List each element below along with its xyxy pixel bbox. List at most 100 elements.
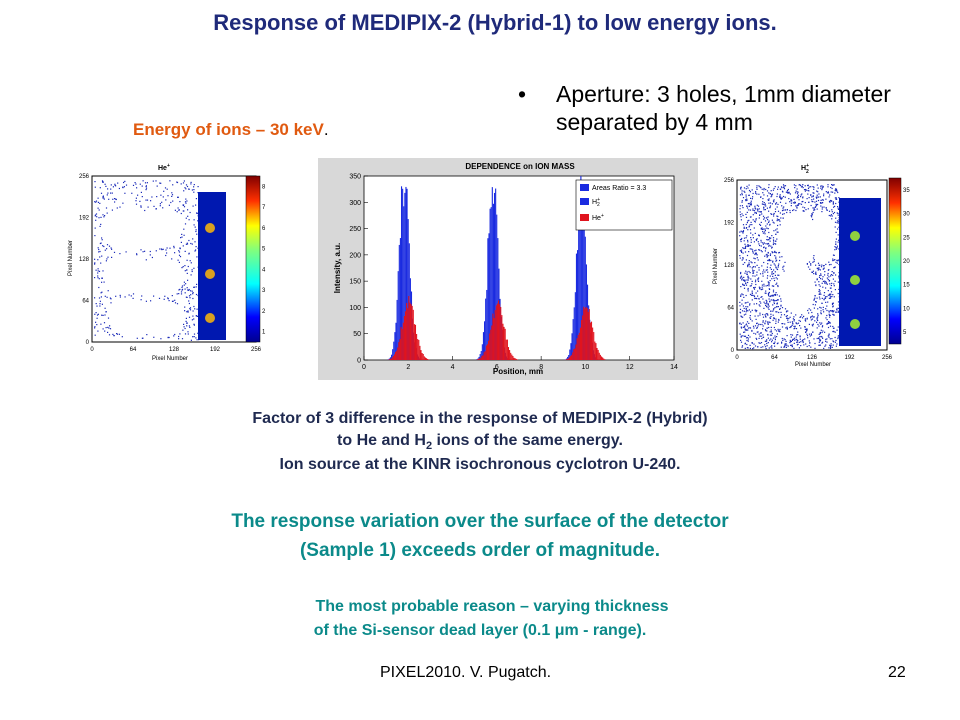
scatter-pixel xyxy=(826,309,828,312)
scatter-pixel xyxy=(192,205,194,207)
scatter-pixel xyxy=(99,256,101,258)
scatter-pixel xyxy=(764,228,766,230)
scatter-pixel xyxy=(821,322,823,324)
scatter-pixel xyxy=(835,190,837,192)
scatter-pixel xyxy=(146,334,148,336)
histogram-bar xyxy=(564,359,566,360)
scatter-pixel xyxy=(188,325,190,327)
scatter-pixel xyxy=(745,302,747,304)
scatter-pixel xyxy=(752,275,754,277)
scatter-pixel xyxy=(776,330,778,332)
scatter-pixel xyxy=(790,199,792,201)
scatter-pixel xyxy=(750,221,752,223)
scatter-pixel xyxy=(769,223,771,225)
scatter-pixel xyxy=(779,256,781,258)
scatter-pixel xyxy=(802,339,804,341)
scatter-pixel xyxy=(187,311,189,313)
scatter-pixel xyxy=(776,294,778,296)
histogram-bar xyxy=(514,358,516,360)
scatter-pixel xyxy=(183,190,185,192)
scatter-pixel xyxy=(820,293,822,295)
scatter-pixel xyxy=(796,339,798,341)
scatter-pixel xyxy=(803,210,805,212)
scatter-pixel xyxy=(785,340,787,342)
scatter-pixel xyxy=(830,275,832,277)
histogram-bar xyxy=(515,358,517,360)
scatter-pixel xyxy=(153,295,155,297)
scatter-pixel xyxy=(94,313,96,315)
scatter-pixel xyxy=(189,309,192,311)
scatter-pixel xyxy=(757,315,759,317)
scatter-pixel xyxy=(758,267,760,269)
histogram-bar xyxy=(506,339,508,360)
scatter-pixel xyxy=(185,243,187,245)
scatter-pixel xyxy=(762,275,764,277)
histogram-bar xyxy=(390,358,392,360)
scatter-pixel xyxy=(830,191,832,193)
histogram-bar xyxy=(586,308,588,360)
scatter-pixel xyxy=(191,270,193,273)
scatter-pixel xyxy=(766,256,768,258)
scatter-pixel xyxy=(821,278,823,280)
scatter-pixel xyxy=(823,193,825,195)
scatter-pixel xyxy=(812,323,814,325)
scatter-pixel xyxy=(768,199,770,201)
scatter-pixel xyxy=(837,207,839,209)
scatter-pixel xyxy=(812,331,814,333)
scatter-pixel xyxy=(741,303,743,305)
scatter-pixel xyxy=(752,272,755,274)
scatter-pixel xyxy=(772,189,774,191)
scatter-pixel xyxy=(832,294,834,296)
scatter-pixel xyxy=(178,261,180,263)
scatter-pixel xyxy=(759,288,761,290)
scatter-pixel xyxy=(818,293,820,295)
scatter-pixel xyxy=(744,329,746,331)
scatter-pixel xyxy=(822,268,824,270)
scatter-pixel xyxy=(772,291,775,293)
scatter-pixel xyxy=(776,228,778,230)
scatter-pixel xyxy=(765,254,767,256)
scatter-pixel xyxy=(188,300,190,302)
scatter-pixel xyxy=(820,185,822,187)
scatter-pixel xyxy=(794,327,796,329)
scatter-pixel xyxy=(831,209,833,211)
scatter-pixel xyxy=(765,285,767,287)
scatter-pixel xyxy=(819,306,821,308)
scatter-pixel xyxy=(128,294,130,296)
scatter-pixel xyxy=(813,273,815,275)
scatter-pixel xyxy=(776,282,778,284)
scatter-pixel xyxy=(779,220,781,222)
scatter-pixel xyxy=(193,186,195,188)
scatter-pixel xyxy=(113,251,116,253)
scatter-pixel xyxy=(190,262,192,264)
scatter-pixel xyxy=(102,195,104,197)
scatter-pixel xyxy=(765,305,768,307)
scatter-pixel xyxy=(793,184,795,186)
scatter-pixel xyxy=(759,224,762,226)
histogram-bar xyxy=(398,342,400,360)
map-xtick: 128 xyxy=(169,347,180,353)
histogram-bar xyxy=(399,238,401,360)
scatter-pixel xyxy=(771,272,773,274)
scatter-pixel xyxy=(746,198,748,200)
scatter-pixel xyxy=(791,346,793,348)
histogram-bar xyxy=(476,359,479,360)
scatter-pixel xyxy=(745,199,747,201)
histogram-bar xyxy=(511,354,513,360)
scatter-pixel xyxy=(825,283,827,285)
scatter-pixel xyxy=(817,337,820,340)
scatter-pixel xyxy=(789,193,791,195)
histogram-bar xyxy=(427,359,429,360)
scatter-pixel xyxy=(832,311,834,313)
colorbar-tick: 30 xyxy=(903,212,910,218)
scatter-pixel xyxy=(744,272,746,274)
scatter-pixel xyxy=(145,185,147,187)
scatter-pixel xyxy=(762,271,764,273)
scatter-pixel xyxy=(97,270,99,272)
scatter-pixel xyxy=(774,208,777,210)
scatter-pixel xyxy=(195,229,197,231)
scatter-pixel xyxy=(767,219,769,221)
scatter-pixel xyxy=(795,336,797,338)
histogram-bar xyxy=(513,357,515,360)
